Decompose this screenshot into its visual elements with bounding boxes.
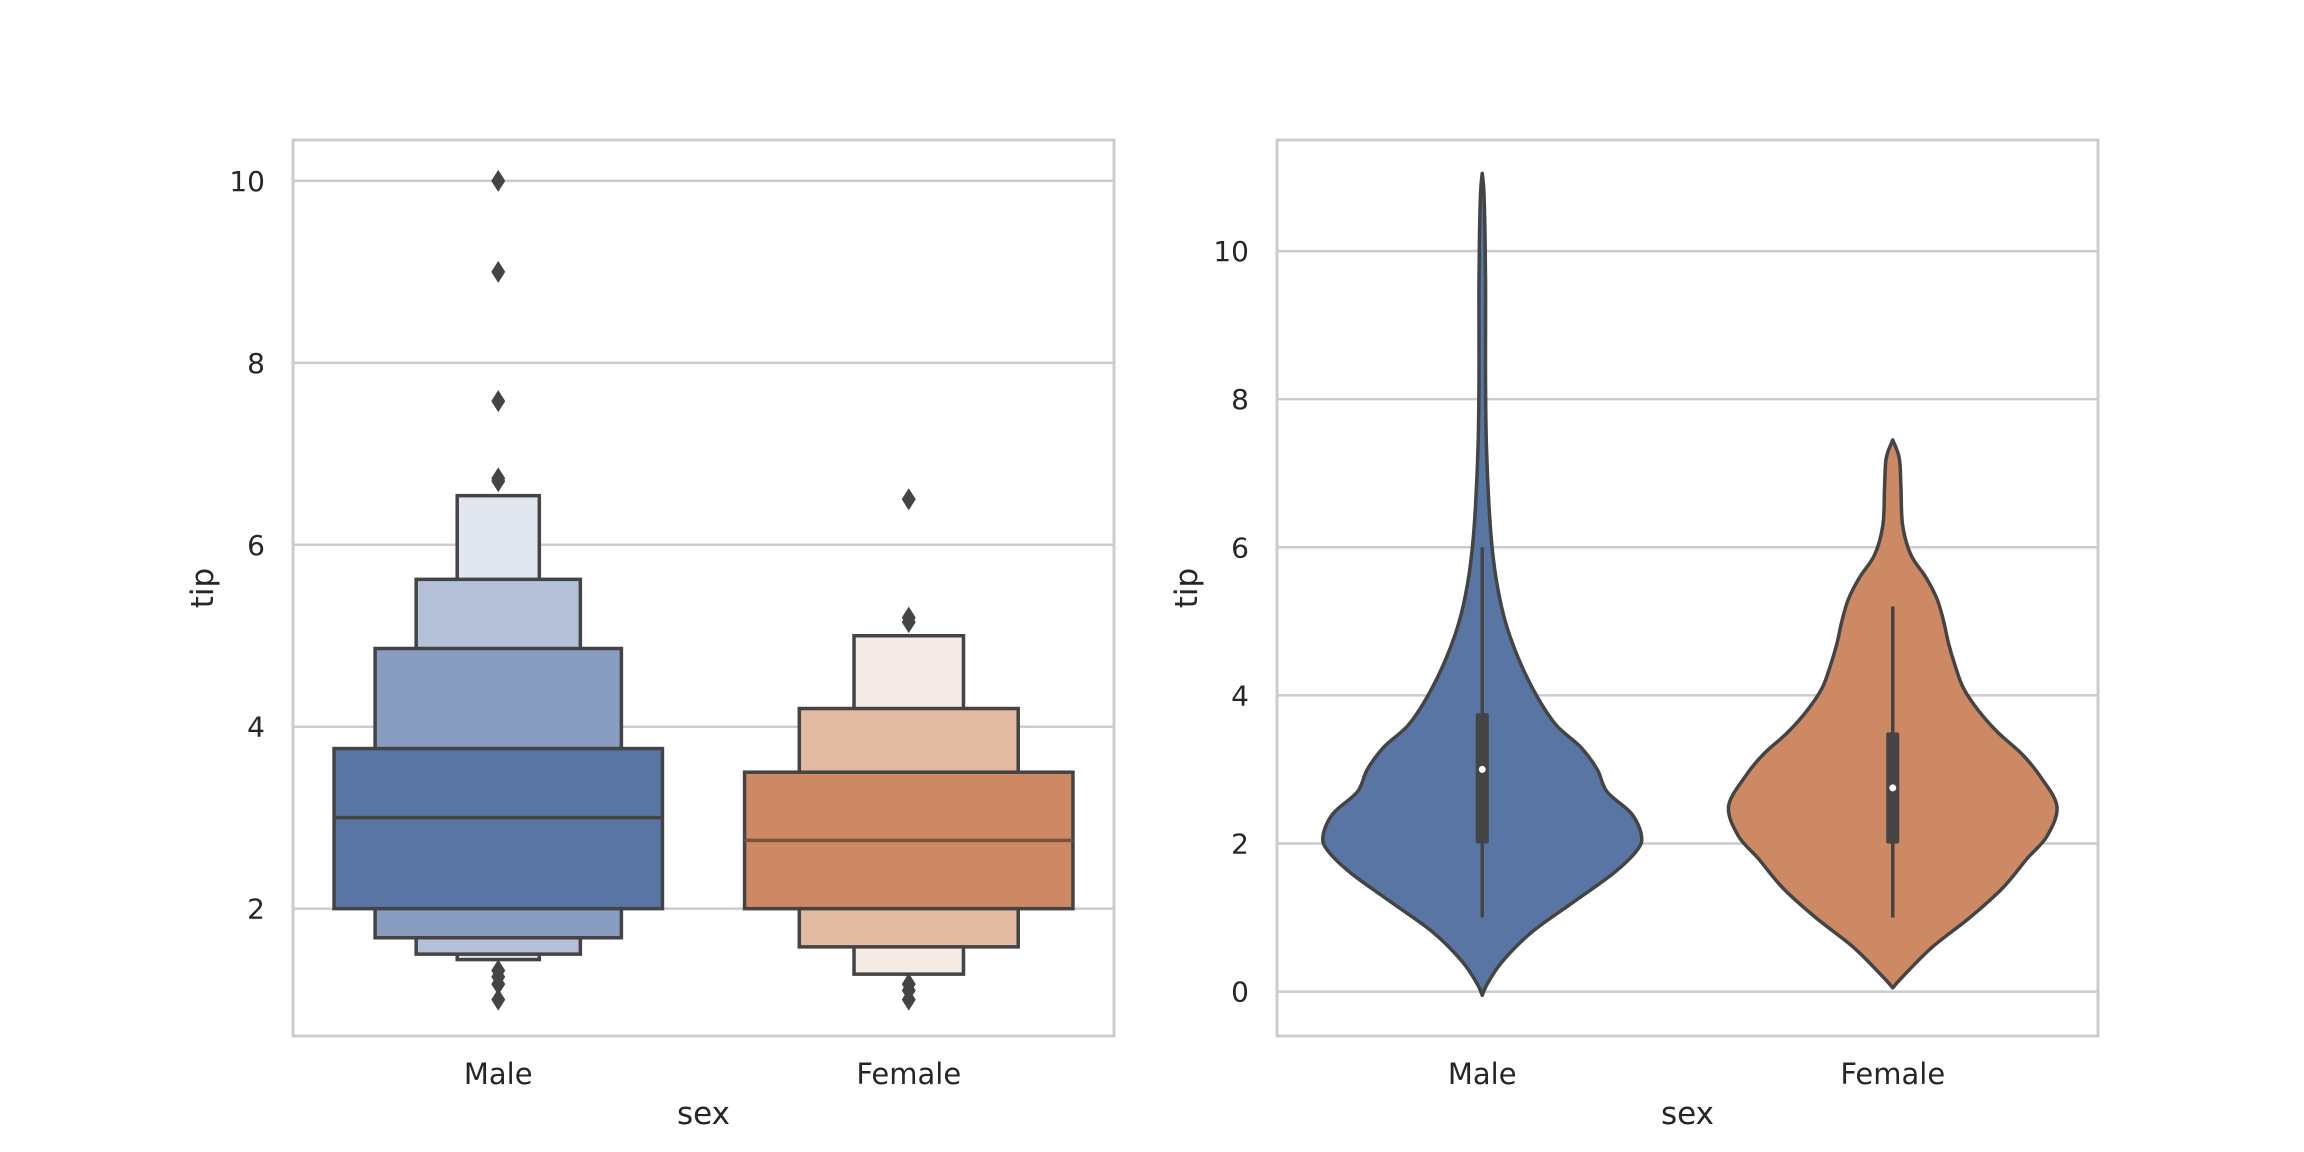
plot-frame [291,138,1116,1038]
x-tick-label: Male [464,1057,533,1091]
plot-frame [1275,138,2100,1038]
x-tick-label: Female [1840,1057,1945,1091]
y-tick-label: 2 [1231,827,1249,860]
violin-median-dot [1478,765,1486,773]
outlier-point [491,959,506,982]
x-tick-label: Male [1448,1057,1517,1091]
y-tick-label: 8 [247,347,265,380]
y-tick-label: 10 [1213,235,1249,268]
outlier-point [491,169,506,192]
y-tick-label: 0 [1231,976,1249,1009]
outlier-point [491,467,506,490]
violin-iqr-box [1475,713,1489,844]
outlier-point [491,390,506,413]
y-tick-label: 4 [1231,679,1249,712]
y-tick-label: 6 [247,529,265,562]
y-axis-label: tip [1169,568,1205,608]
x-axis-label: sex [1661,1096,1714,1132]
outlier-point [491,260,506,283]
boxen-box [332,746,665,911]
outlier-point [901,606,916,629]
x-axis-label: sex [677,1096,730,1132]
outlier-point [901,973,916,996]
violin-median-dot [1889,784,1897,792]
x-tick-label: Female [856,1057,961,1091]
y-tick-label: 4 [247,711,265,744]
y-tick-label: 6 [1231,531,1249,564]
y-tick-label: 8 [1231,383,1249,416]
boxen-plot-panel: 2 4 6 8 10 Male Female sex tip [185,138,1116,1132]
y-tick-label: 2 [247,893,265,926]
violin-plot-panel: 0 2 4 6 8 10 Male Female sex tip [1169,138,2100,1132]
y-axis-label: tip [185,568,221,608]
y-tick-label: 10 [229,165,265,198]
outlier-point [901,488,916,511]
outlier-point [491,988,506,1011]
